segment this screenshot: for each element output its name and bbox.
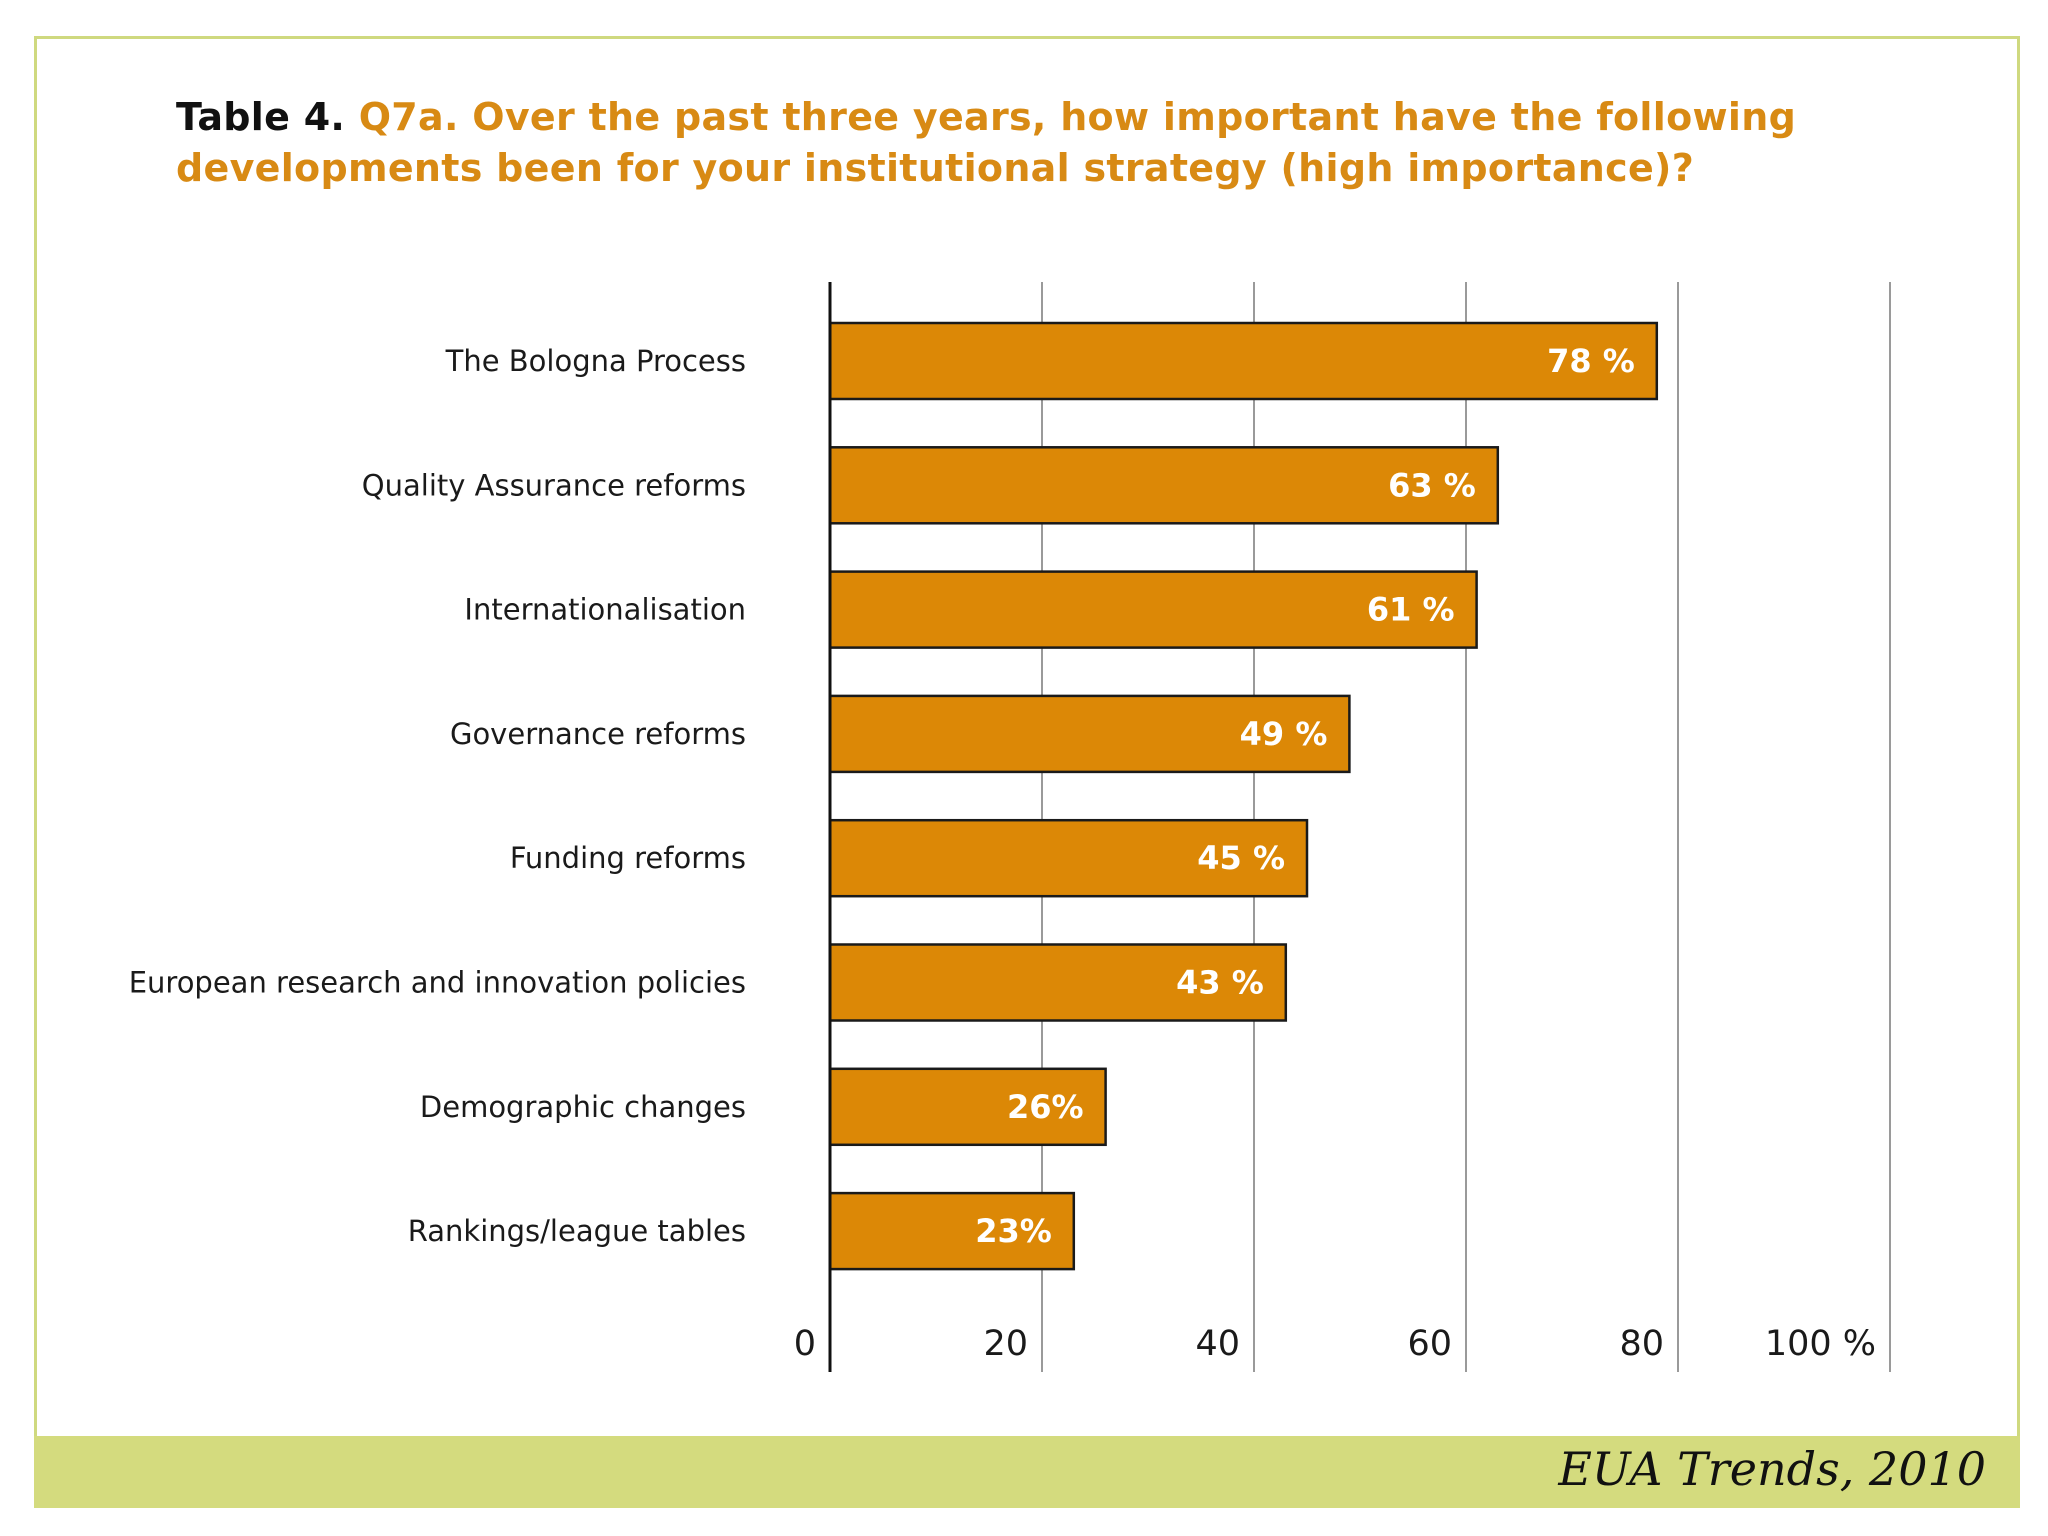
- source-citation: EUA Trends, 2010: [1558, 1442, 1986, 1496]
- bar-5: [828, 818, 1309, 898]
- value-label-3: 61 %: [1367, 591, 1455, 629]
- tick-label-60: 60: [1407, 1324, 1452, 1364]
- category-label-1: The Bologna Process: [445, 344, 746, 378]
- value-label-6: 43 %: [1176, 964, 1264, 1002]
- category-label-6: European research and innovation policie…: [129, 966, 746, 1000]
- chart-title: Table 4. Q7a. Over the past three years,…: [176, 92, 1896, 194]
- value-label-1: 78 %: [1547, 342, 1635, 380]
- value-label-4: 49 %: [1240, 715, 1328, 753]
- bar-1: [828, 321, 1659, 401]
- bar-7: [828, 1067, 1107, 1147]
- value-label-2: 63 %: [1388, 466, 1476, 504]
- bar-8: [828, 1191, 1076, 1271]
- category-label-7: Demographic changes: [420, 1090, 746, 1124]
- tick-label-40: 40: [1195, 1324, 1240, 1364]
- question-text: Q7a. Over the past three years, how impo…: [176, 95, 1797, 190]
- bar-3: [828, 570, 1478, 649]
- category-label-8: Rankings/league tables: [408, 1214, 746, 1248]
- tick-label-100: 100 %: [1765, 1324, 1876, 1364]
- category-label-5: Funding reforms: [510, 841, 746, 875]
- axis-tick-labels: 0 20 40 60 80 100 %: [794, 1324, 1876, 1364]
- category-label-3: Internationalisation: [464, 593, 746, 627]
- source-footer: EUA Trends, 2010: [34, 1436, 2020, 1508]
- tick-label-0: 0: [794, 1324, 816, 1364]
- table-number: Table 4.: [176, 95, 346, 139]
- bars: [828, 321, 1659, 1271]
- value-label-8: 23%: [975, 1212, 1052, 1250]
- category-labels: The Bologna Process Quality Assurance ref…: [129, 344, 746, 1248]
- value-label-5: 45 %: [1197, 839, 1285, 877]
- value-label-7: 26%: [1007, 1088, 1084, 1126]
- category-label-4: Governance reforms: [450, 717, 746, 751]
- tick-label-80: 80: [1619, 1324, 1664, 1364]
- value-labels: 78 % 63 % 61 % 49 % 45 % 43 % 26% 23%: [975, 342, 1635, 1250]
- category-label-2: Quality Assurance reforms: [362, 468, 746, 502]
- tick-label-20: 20: [983, 1324, 1028, 1364]
